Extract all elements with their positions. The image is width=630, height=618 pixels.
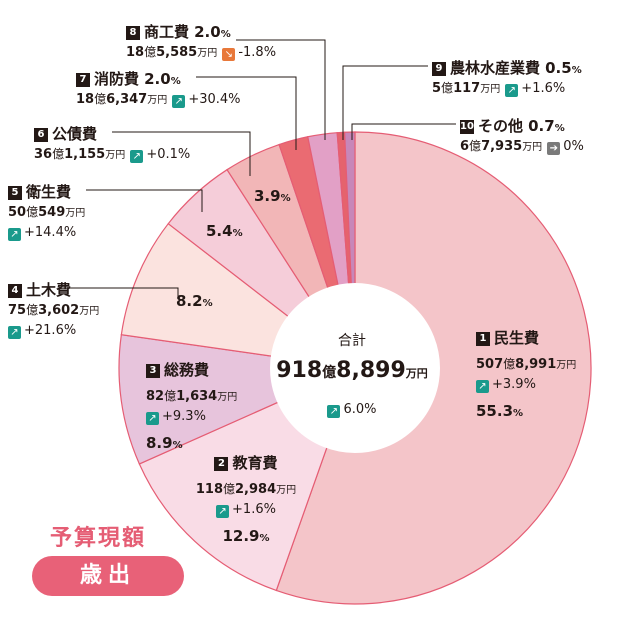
slice-label-3: 3 総務費 82億1,634万円 ↗ +9.3% 8.9% — [146, 361, 238, 452]
slice-number-badge: 6 — [34, 128, 48, 142]
slice-number-badge: 7 — [76, 73, 90, 87]
up-arrow-icon: ↗ — [8, 227, 21, 241]
leader-lines — [70, 39, 456, 298]
slice-percent: 55.3% — [476, 401, 524, 420]
slice-percent-4: 8.2% — [176, 292, 213, 310]
up-arrow-icon: ↗ — [146, 411, 159, 425]
up-arrow-icon: ↗ — [476, 379, 489, 393]
slice-label-9: 9 農林水産業費 0.5% 5億117万円 ↗ +1.6% — [432, 59, 582, 98]
chart-title: 予算現額 — [50, 526, 147, 551]
slice-number-badge: 9 — [432, 62, 446, 76]
slice-percent: 2.0% — [194, 23, 231, 41]
slice-number-badge: 2 — [214, 457, 229, 471]
slice-label-2: 2 教育費 118億2,984万円 ↗ +1.6% 12.9% — [195, 454, 297, 545]
slice-number-badge: 1 — [476, 332, 490, 346]
slice-percent: 8.9% — [146, 433, 183, 452]
leader-line-4 — [70, 287, 179, 298]
up-arrow-icon: ↗ — [327, 405, 341, 418]
slice-percent: 12.9% — [222, 526, 270, 545]
leader-line-10 — [351, 123, 456, 140]
leader-line-9 — [342, 65, 428, 140]
slice-percent-6: 3.9% — [254, 187, 291, 205]
up-arrow-icon: ↗ — [216, 504, 230, 518]
slice-number-badge: 10 — [460, 120, 474, 134]
total-value: 918億8,899万円 — [276, 358, 428, 383]
up-arrow-icon: ↗ — [130, 150, 144, 164]
up-arrow-icon: ↗ — [172, 95, 186, 109]
center-hole — [270, 283, 440, 453]
slice-label-1: 1 民生費 507億8,991万円 ↗ +3.9% 55.3% — [476, 329, 577, 420]
slice-number-badge: 3 — [146, 364, 160, 378]
leader-line-8 — [236, 39, 326, 140]
slice-percent: 0.5% — [545, 59, 582, 77]
leader-line-7 — [196, 76, 297, 150]
slice-number-badge: 4 — [8, 284, 22, 298]
slice-percent: 2.0% — [144, 70, 181, 88]
chart-subtitle: 歳出 — [32, 556, 184, 596]
slice-label-4: 4 土木費 75億3,602万円 ↗ +21.6% — [8, 281, 100, 339]
up-arrow-icon: ↗ — [8, 325, 21, 339]
slice-label-5: 5 衛生費 50億549万円 ↗ +14.4% — [8, 183, 86, 241]
total-change: ↗ 6.0% — [282, 402, 422, 418]
slice-label-6: 6 公債費 36億1,155万円 ↗ +0.1% — [34, 125, 191, 164]
slice-label-10: 10 その他 0.7% 6億7,935万円 ➔ 0% — [460, 117, 584, 156]
flat-arrow-icon: ➔ — [547, 142, 561, 156]
slice-number-badge: 5 — [8, 186, 22, 200]
slice-percent-5: 5.4% — [206, 222, 243, 240]
up-arrow-icon: ↗ — [505, 84, 519, 98]
slice-label-8: 8 商工費 2.0% 18億5,585万円 ↘ -1.8% — [126, 23, 277, 62]
leader-line-5 — [86, 189, 203, 212]
slice-label-7: 7 消防費 2.0% 18億6,347万円 ↗ +30.4% — [76, 70, 241, 109]
total-label: 合計 — [338, 333, 366, 349]
slice-number-badge: 8 — [126, 26, 140, 40]
slice-percent: 0.7% — [528, 117, 565, 135]
leader-line-6 — [112, 131, 251, 176]
down-arrow-icon: ↘ — [222, 48, 236, 62]
